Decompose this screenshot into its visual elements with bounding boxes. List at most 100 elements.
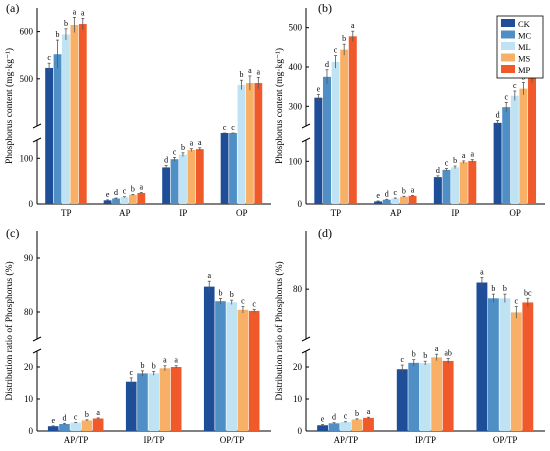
legend-label: MP — [518, 65, 531, 75]
bar — [170, 159, 179, 204]
significance-letter: a — [257, 67, 261, 76]
legend-label: CK — [518, 19, 531, 29]
significance-letter: a — [207, 271, 211, 280]
bar — [442, 169, 451, 204]
bar — [237, 309, 249, 431]
bar — [195, 149, 204, 204]
significance-letter: c — [241, 297, 245, 306]
legend-swatch — [501, 42, 515, 50]
x-tick-label: AP — [390, 208, 402, 218]
x-tick-label: IP — [451, 208, 459, 218]
significance-letter: a — [73, 7, 77, 16]
bar — [159, 368, 171, 431]
bar — [179, 154, 187, 204]
significance-letter: a — [198, 138, 202, 147]
significance-letter: b — [218, 289, 222, 298]
significance-letter: a — [248, 66, 252, 75]
significance-letter: c — [123, 187, 127, 196]
significance-letter: a — [462, 151, 466, 160]
bar — [47, 426, 59, 431]
significance-letter: a — [351, 21, 355, 30]
bar — [125, 381, 137, 431]
significance-letter: c — [400, 355, 404, 364]
y-tick-label: 20 — [24, 362, 34, 372]
bar — [45, 67, 54, 204]
panel-label: (a) — [6, 1, 19, 15]
y-axis-title: Distribution ratio of Phosphorus (%) — [274, 261, 285, 400]
bar — [340, 422, 351, 431]
significance-letter: bc — [524, 288, 532, 297]
bar — [510, 312, 522, 431]
significance-letter: d — [164, 156, 168, 165]
significance-letter: b — [64, 19, 68, 28]
bar — [148, 373, 160, 431]
significance-letter: a — [471, 150, 475, 159]
x-tick-label: TP — [61, 208, 72, 218]
y-tick-label: 0 — [298, 199, 303, 209]
chart-panel: (c) Distribution ratio of Phosphorus (%) 0… — [4, 226, 271, 445]
bar — [70, 422, 82, 431]
significance-letter: b — [355, 409, 359, 418]
bar — [215, 301, 226, 431]
significance-letter: c — [394, 188, 398, 197]
bar — [229, 133, 237, 204]
chart-panel: (d) Distribution ratio of Phosphorus (%) 0… — [274, 226, 545, 445]
bar — [459, 162, 468, 204]
significance-letter: e — [321, 415, 325, 424]
significance-letter: b — [181, 143, 185, 152]
bar — [245, 83, 254, 204]
bar — [137, 373, 148, 431]
y-tick-label: 100 — [289, 156, 303, 166]
significance-letter: a — [96, 408, 100, 417]
bar — [374, 201, 383, 204]
significance-letter: b — [412, 350, 416, 359]
significance-letter: b — [131, 184, 135, 193]
y-tick-label: 10 — [293, 394, 303, 404]
bar — [237, 84, 246, 204]
bar — [248, 310, 260, 431]
bar — [382, 199, 391, 204]
bar — [314, 97, 323, 204]
legend-label: MC — [518, 31, 532, 41]
bar — [254, 83, 263, 204]
axis-break-mark — [301, 137, 311, 143]
significance-letter: d — [496, 110, 500, 119]
bar — [510, 95, 519, 204]
y-tick-label: 500 — [289, 23, 303, 33]
bar — [399, 196, 408, 204]
y-tick-label: 80 — [24, 307, 34, 317]
y-tick-label: 90 — [24, 253, 34, 263]
panel-label: (d) — [318, 226, 332, 240]
legend-swatch — [501, 53, 515, 62]
axis-break-mark — [32, 348, 42, 354]
x-tick-label: OP — [509, 208, 521, 218]
y-tick-label: 0 — [29, 426, 34, 436]
significance-letter: b — [503, 284, 507, 293]
bar — [59, 423, 70, 431]
bar — [363, 417, 374, 431]
significance-letter: e — [376, 191, 380, 200]
axis-break-mark — [32, 137, 42, 143]
significance-letter: a — [367, 407, 371, 416]
significance-letter: b — [402, 186, 406, 195]
significance-letter: c — [47, 53, 51, 62]
significance-letter: c — [173, 147, 177, 156]
significance-letter: b — [85, 410, 89, 419]
bar — [162, 167, 171, 204]
bar — [328, 423, 340, 431]
significance-letter: d — [325, 60, 329, 69]
significance-letter: b — [140, 361, 144, 370]
bar — [187, 150, 196, 204]
bar — [468, 160, 477, 204]
bar — [112, 198, 120, 204]
significance-letter: b — [230, 290, 234, 299]
significance-letter: c — [129, 368, 133, 377]
bar — [340, 49, 349, 205]
x-tick-label: IP/TP — [415, 435, 436, 445]
axis-break-mark — [32, 123, 42, 129]
significance-letter: c — [504, 92, 508, 101]
y-axis-title: Phosphorus content (mg·kg⁻¹) — [4, 48, 15, 164]
bar — [92, 418, 104, 431]
bar — [81, 420, 93, 431]
